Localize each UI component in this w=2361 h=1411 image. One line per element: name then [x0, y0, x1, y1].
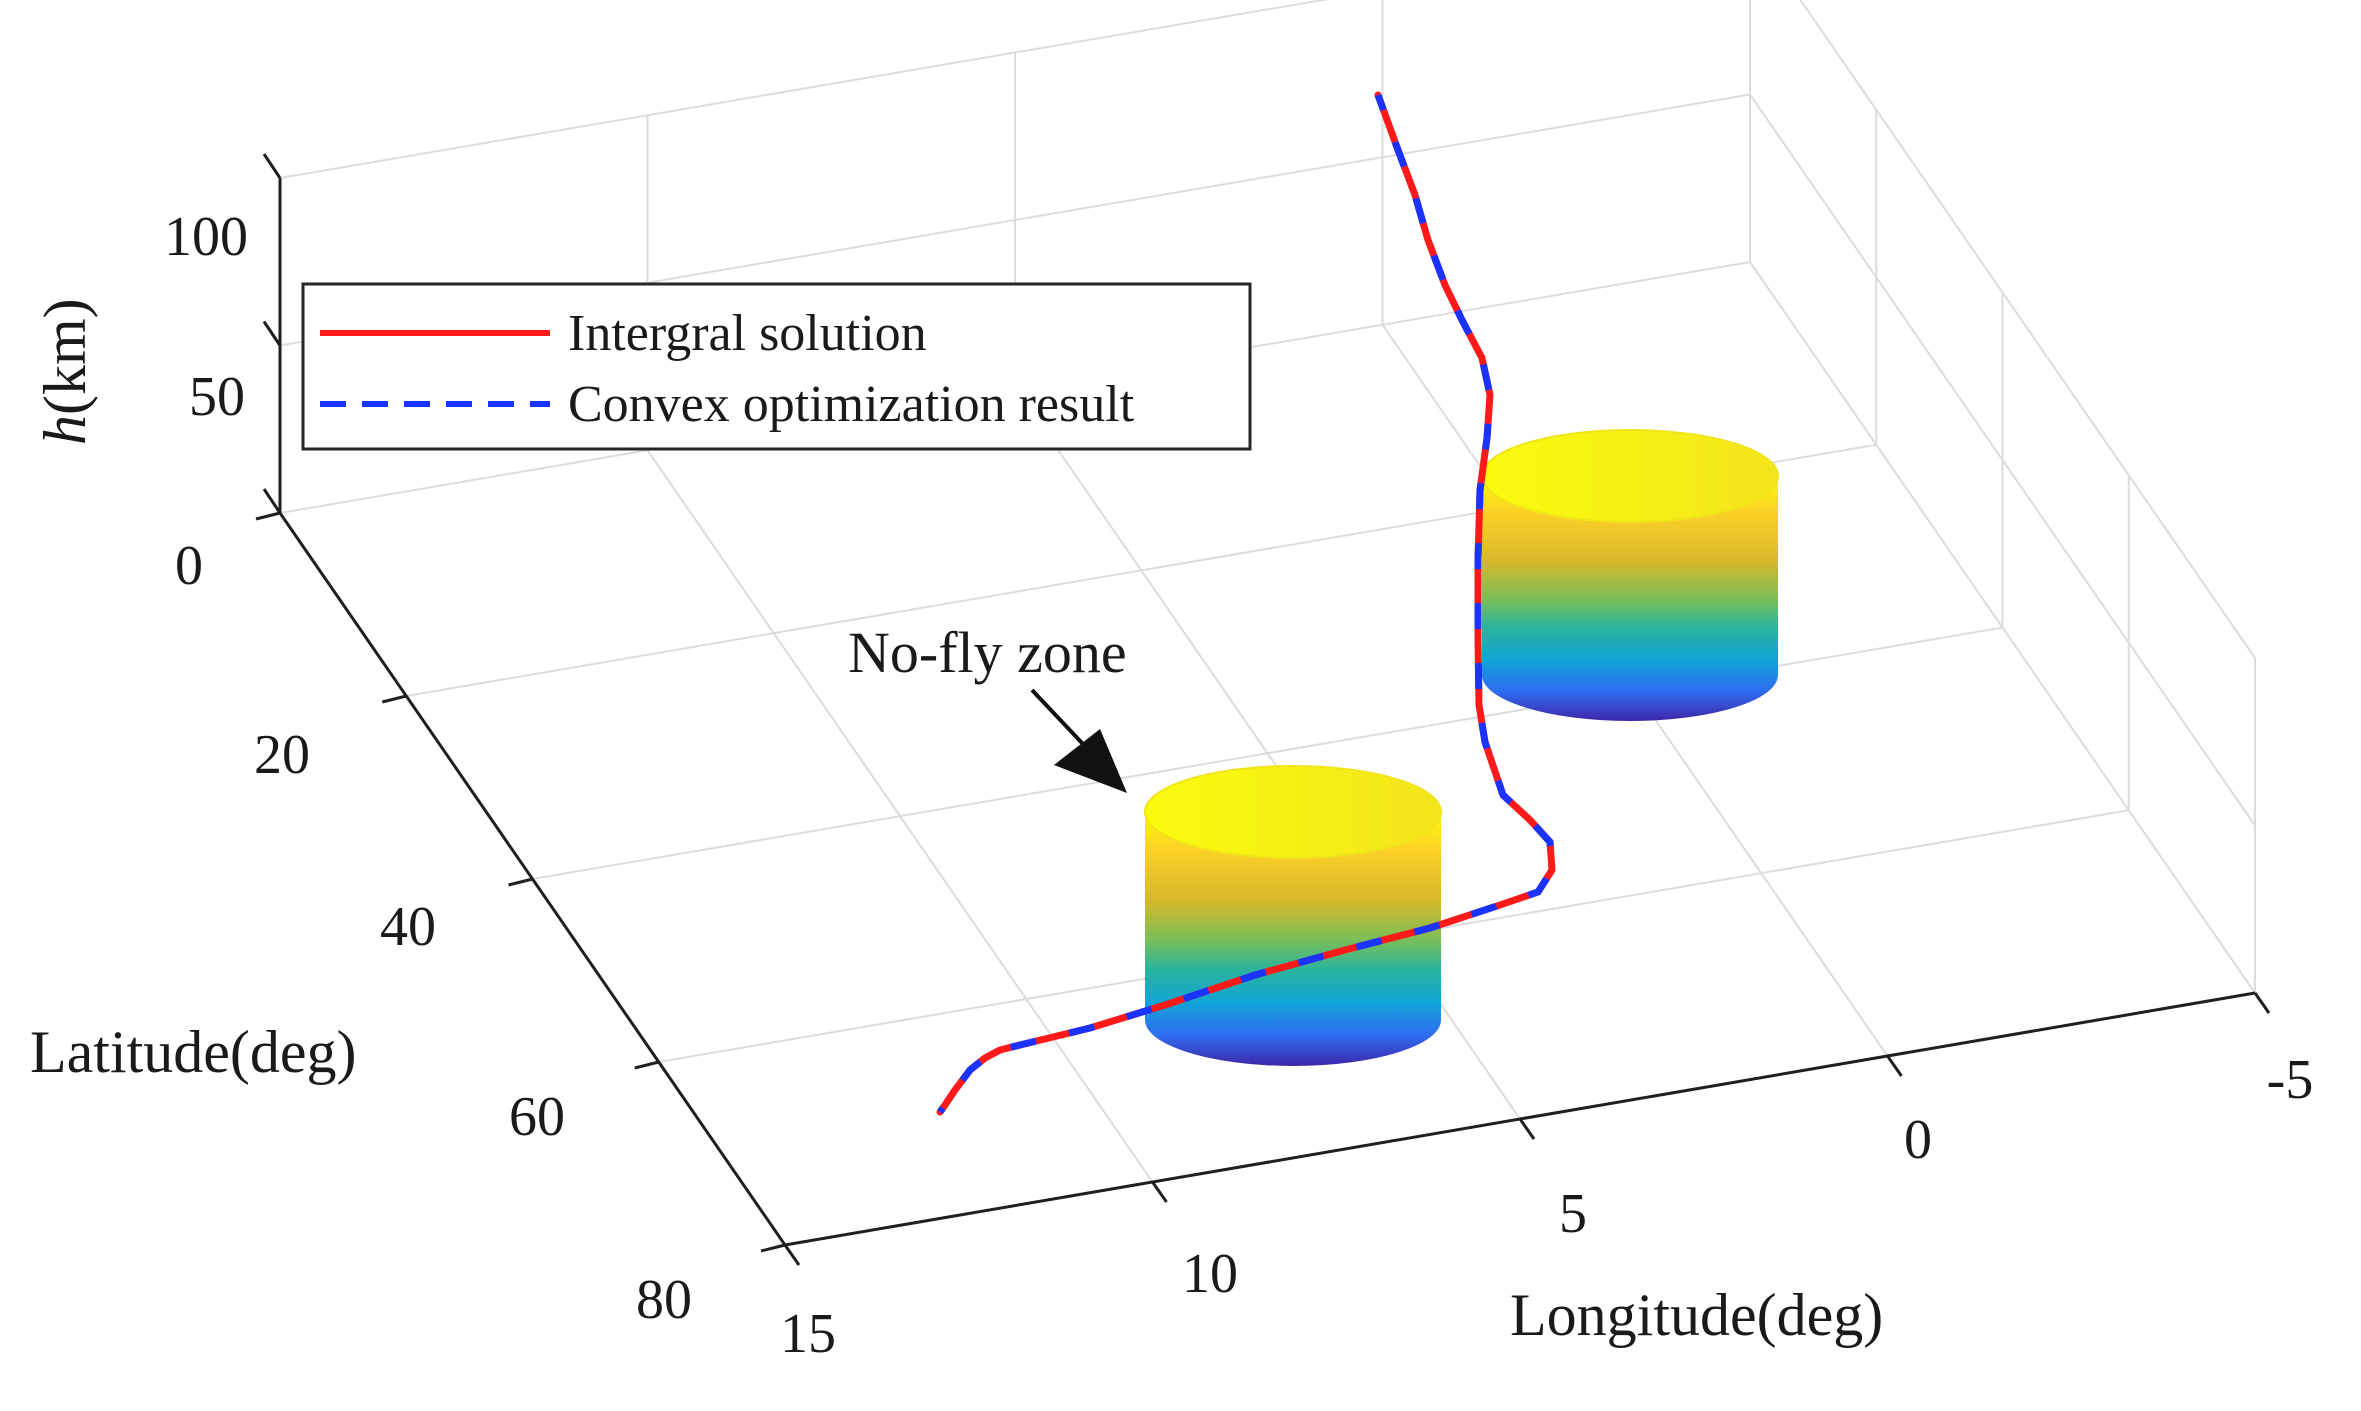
no-fly-zone-annotation: No-fly zone	[848, 620, 1127, 685]
no-fly-zones	[1144, 429, 1779, 1066]
legend-entry-label: Intergral solution	[568, 305, 927, 362]
annotation-arrow	[1030, 688, 1127, 793]
x-tick-label: -5	[2267, 1049, 2314, 1111]
y-tick-label: 40	[380, 896, 436, 958]
series-line-convex-optimization-result	[937, 93, 1556, 1115]
legend: Intergral solution Convex optimization r…	[301, 282, 1252, 451]
x-tick-label: 0	[1904, 1109, 1932, 1171]
y-tick-mark	[255, 511, 281, 521]
legend-box	[301, 282, 1252, 451]
no-fly-zone-cylinder	[1144, 765, 1442, 1066]
x-tick-mark	[1518, 1118, 1536, 1140]
x-tick-mark	[783, 1244, 801, 1266]
z-tick-mark	[262, 488, 282, 514]
y-tick-mark	[634, 1060, 660, 1070]
x-tick-label: 5	[1559, 1183, 1587, 1245]
y-tick-label: 60	[509, 1086, 565, 1148]
y-tick-label: 80	[636, 1269, 692, 1331]
z-tick-label: 100	[164, 206, 248, 268]
no-fly-zone-cylinder	[1481, 429, 1779, 721]
grid-line-wall-horizontal	[279, 93, 2256, 827]
z-axis-label-symbol: h	[32, 415, 98, 445]
x-tick-label: 10	[1182, 1243, 1238, 1305]
y-tick-label: 20	[254, 724, 310, 786]
trajectory-lines	[936, 91, 1556, 1116]
x-tick-label: 15	[780, 1303, 836, 1365]
x-tick-mark	[1151, 1181, 1168, 1203]
y-tick-mark	[760, 1243, 786, 1253]
y-tick-mark	[508, 877, 533, 887]
legend-entry-label: Convex optimization result	[568, 376, 1135, 433]
x-axis-label: Longitude(deg)	[1510, 1282, 1883, 1348]
z-tick-mark	[262, 153, 282, 179]
y-tick-mark	[381, 694, 407, 704]
z-tick-mark	[262, 320, 282, 347]
y-tick-label: 0	[175, 535, 203, 597]
y-axis-label: Latitude(deg)	[30, 1019, 357, 1085]
z-axis-label: h(km)	[32, 298, 98, 445]
x-tick-mark	[2253, 992, 2271, 1014]
x-tick-mark	[1886, 1055, 1903, 1077]
z-tick-label: 50	[189, 366, 245, 428]
grid-line-wall-horizontal	[279, 0, 2256, 659]
z-axis-label-unit: (km)	[32, 298, 98, 415]
